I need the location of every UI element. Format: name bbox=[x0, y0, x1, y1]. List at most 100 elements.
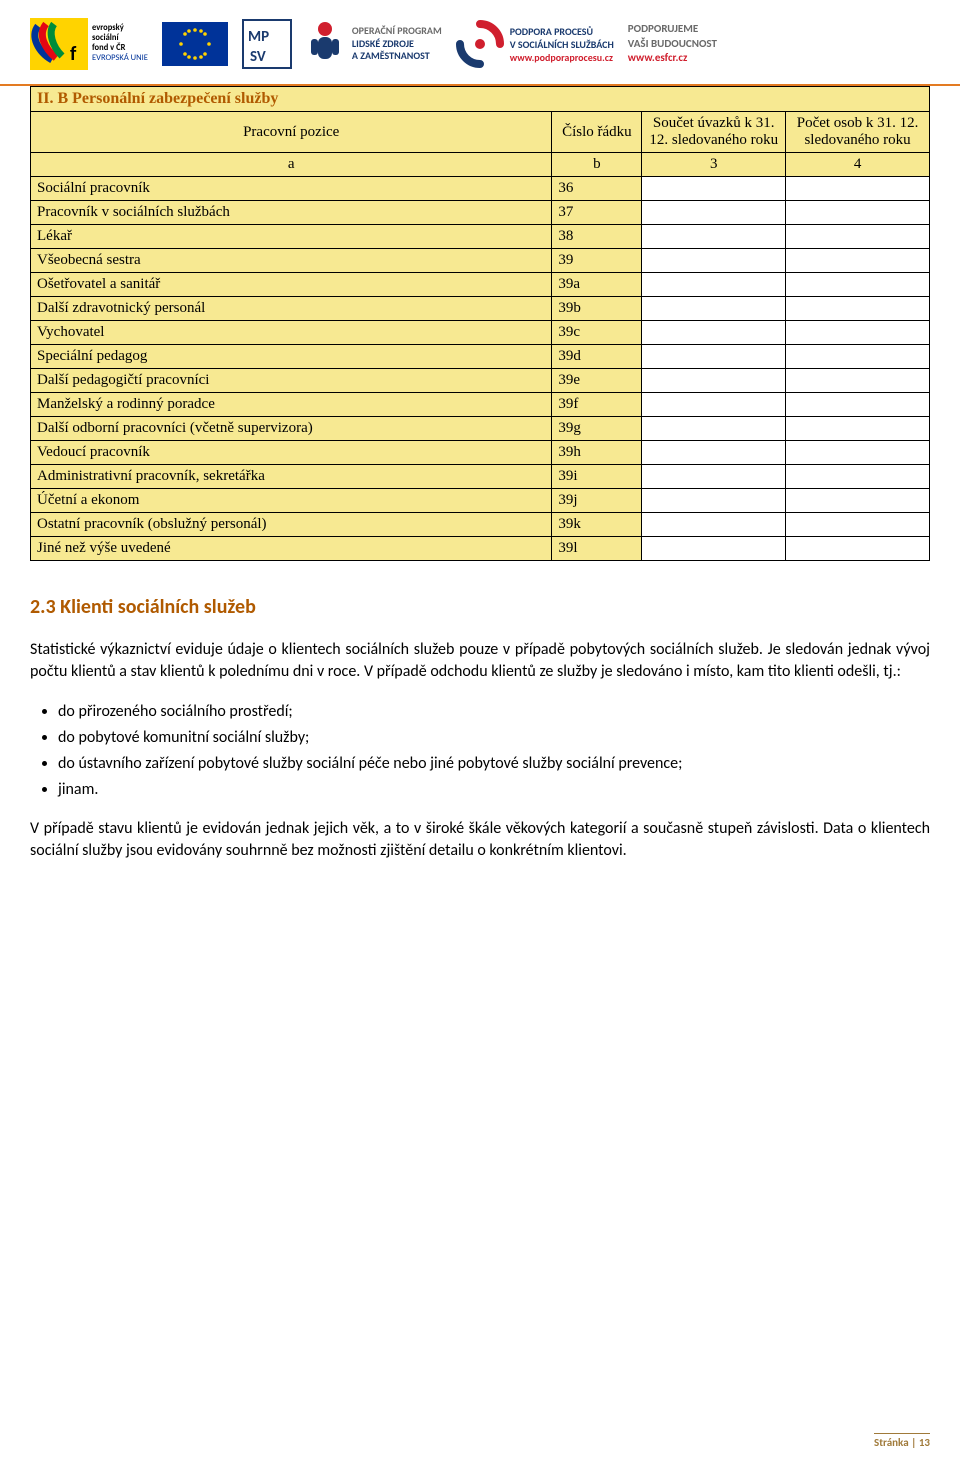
txt: www.podporaprocesu.cz bbox=[510, 51, 614, 64]
cell-cislo: 39f bbox=[552, 393, 642, 417]
cell-osob bbox=[786, 177, 930, 201]
table-row: Další zdravotnický personál39b bbox=[31, 297, 930, 321]
cell-osob bbox=[786, 249, 930, 273]
personnel-table: II. B Personální zabezpečení služby Prac… bbox=[30, 86, 930, 561]
footer-page: 13 bbox=[919, 1436, 930, 1449]
table-row: Další pedagogičtí pracovníci39e bbox=[31, 369, 930, 393]
cell-cislo: 39e bbox=[552, 369, 642, 393]
cell-cislo: 39d bbox=[552, 345, 642, 369]
cell-uvazky bbox=[642, 537, 786, 561]
paragraph-2: V případě stavu klientů je evidován jedn… bbox=[30, 818, 930, 863]
sub-d: 4 bbox=[786, 153, 930, 177]
cell-osob bbox=[786, 201, 930, 225]
cell-cislo: 39j bbox=[552, 489, 642, 513]
cell-osob bbox=[786, 513, 930, 537]
table-row: Vedoucí pracovník39h bbox=[31, 441, 930, 465]
cell-uvazky bbox=[642, 513, 786, 537]
cell-cislo: 39a bbox=[552, 273, 642, 297]
mpsv-logo: MP SV bbox=[242, 19, 292, 69]
cell-uvazky bbox=[642, 273, 786, 297]
paragraph-1: Statistické výkaznictví eviduje údaje o … bbox=[30, 639, 930, 684]
txt: VAŠI BUDOUCNOST bbox=[628, 37, 717, 52]
table-row: Účetní a ekonom39j bbox=[31, 489, 930, 513]
cell-pozice: Další odborní pracovníci (včetně supervi… bbox=[31, 417, 552, 441]
cell-uvazky bbox=[642, 417, 786, 441]
table-title: II. B Personální zabezpečení služby bbox=[31, 87, 930, 112]
cell-osob bbox=[786, 537, 930, 561]
table-row: Vychovatel39c bbox=[31, 321, 930, 345]
support-text-logo: PODPORUJEME VAŠI BUDOUCNOST www.esfcr.cz bbox=[628, 22, 717, 67]
cell-osob bbox=[786, 393, 930, 417]
footer-sep: | bbox=[911, 1436, 919, 1449]
page: f evropský sociální fond v ČR EVROPSKÁ U… bbox=[0, 0, 960, 1469]
table-row: Pracovník v sociálních službách37 bbox=[31, 201, 930, 225]
sub-c: 3 bbox=[642, 153, 786, 177]
logo-strip: f evropský sociální fond v ČR EVROPSKÁ U… bbox=[30, 18, 930, 70]
cell-osob bbox=[786, 321, 930, 345]
cell-pozice: Vedoucí pracovník bbox=[31, 441, 552, 465]
cell-cislo: 37 bbox=[552, 201, 642, 225]
cell-pozice: Účetní a ekonom bbox=[31, 489, 552, 513]
podpora-text: PODPORA PROCESŮ V SOCIÁLNÍCH SLUŽBÁCH ww… bbox=[510, 25, 614, 64]
sub-b: b bbox=[552, 153, 642, 177]
table-title-row: II. B Personální zabezpečení služby bbox=[31, 87, 930, 112]
cell-pozice: Další pedagogičtí pracovníci bbox=[31, 369, 552, 393]
txt: PODPORUJEME bbox=[628, 22, 717, 37]
cell-uvazky bbox=[642, 441, 786, 465]
cell-pozice: Všeobecná sestra bbox=[31, 249, 552, 273]
cell-cislo: 39b bbox=[552, 297, 642, 321]
table-header-row: Pracovní pozice Číslo řádku Součet úvazk… bbox=[31, 112, 930, 153]
cell-cislo: 36 bbox=[552, 177, 642, 201]
cell-osob bbox=[786, 297, 930, 321]
cell-pozice: Pracovník v sociálních službách bbox=[31, 201, 552, 225]
section-heading: 2.3 Klienti sociálních služeb bbox=[30, 595, 930, 619]
table-row: Lékař38 bbox=[31, 225, 930, 249]
cell-uvazky bbox=[642, 345, 786, 369]
cell-pozice: Další zdravotnický personál bbox=[31, 297, 552, 321]
cell-cislo: 39c bbox=[552, 321, 642, 345]
txt: EVROPSKÁ UNIE bbox=[92, 54, 148, 64]
cell-uvazky bbox=[642, 201, 786, 225]
svg-text:SV: SV bbox=[250, 48, 266, 66]
table-row: Jiné než výše uvedené39l bbox=[31, 537, 930, 561]
footer-label: Stránka bbox=[874, 1436, 909, 1449]
cell-osob bbox=[786, 465, 930, 489]
cell-pozice: Lékař bbox=[31, 225, 552, 249]
cell-uvazky bbox=[642, 177, 786, 201]
cell-osob bbox=[786, 417, 930, 441]
txt: OPERAČNÍ PROGRAM bbox=[352, 25, 442, 38]
col-cislo: Číslo řádku bbox=[552, 112, 642, 153]
cell-osob bbox=[786, 489, 930, 513]
table-row: Všeobecná sestra39 bbox=[31, 249, 930, 273]
cell-uvazky bbox=[642, 465, 786, 489]
cell-uvazky bbox=[642, 321, 786, 345]
cell-pozice: Speciální pedagog bbox=[31, 345, 552, 369]
cell-pozice: Sociální pracovník bbox=[31, 177, 552, 201]
podpora-logo: PODPORA PROCESŮ V SOCIÁLNÍCH SLUŽBÁCH ww… bbox=[456, 20, 614, 68]
table-subheader-row: a b 3 4 bbox=[31, 153, 930, 177]
support-text: PODPORUJEME VAŠI BUDOUCNOST www.esfcr.cz bbox=[628, 22, 717, 67]
col-osob: Počet osob k 31. 12. sledovaného roku bbox=[786, 112, 930, 153]
eu-flag-logo bbox=[162, 22, 228, 66]
bullet-list: do přirozeného sociálního prostředí;do p… bbox=[58, 700, 930, 802]
cell-pozice: Vychovatel bbox=[31, 321, 552, 345]
list-item: do ústavního zařízení pobytové služby so… bbox=[58, 752, 930, 776]
page-footer: Stránka | 13 bbox=[874, 1433, 930, 1449]
sub-a: a bbox=[31, 153, 552, 177]
esf-logo-text: evropský sociální fond v ČR EVROPSKÁ UNI… bbox=[92, 24, 148, 63]
cell-cislo: 39h bbox=[552, 441, 642, 465]
cell-uvazky bbox=[642, 369, 786, 393]
cell-uvazky bbox=[642, 489, 786, 513]
oplzz-text: OPERAČNÍ PROGRAM LIDSKÉ ZDROJE A ZAMĚSTN… bbox=[352, 25, 442, 63]
cell-cislo: 39l bbox=[552, 537, 642, 561]
list-item: jinam. bbox=[58, 778, 930, 802]
cell-osob bbox=[786, 273, 930, 297]
col-pozice: Pracovní pozice bbox=[31, 112, 552, 153]
cell-cislo: 39g bbox=[552, 417, 642, 441]
table-row: Ošetřovatel a sanitář39a bbox=[31, 273, 930, 297]
cell-uvazky bbox=[642, 297, 786, 321]
cell-osob bbox=[786, 225, 930, 249]
cell-pozice: Manželský a rodinný poradce bbox=[31, 393, 552, 417]
table-row: Sociální pracovník36 bbox=[31, 177, 930, 201]
cell-cislo: 39i bbox=[552, 465, 642, 489]
